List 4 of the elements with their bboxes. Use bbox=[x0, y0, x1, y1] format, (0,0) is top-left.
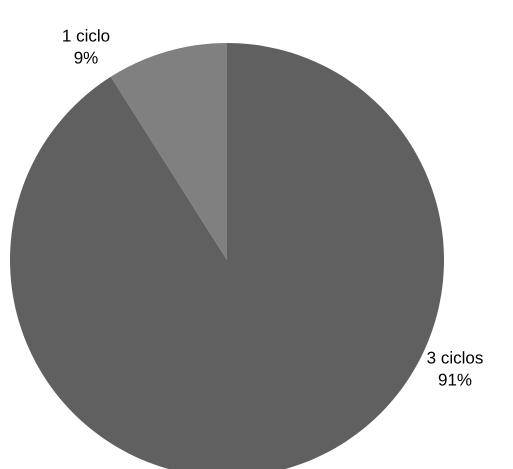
data-label: 91% bbox=[438, 370, 472, 390]
data-label: 9% bbox=[74, 48, 98, 68]
slice-label: 3 ciclos bbox=[426, 348, 484, 368]
slice-label: 1 ciclo bbox=[62, 26, 110, 46]
